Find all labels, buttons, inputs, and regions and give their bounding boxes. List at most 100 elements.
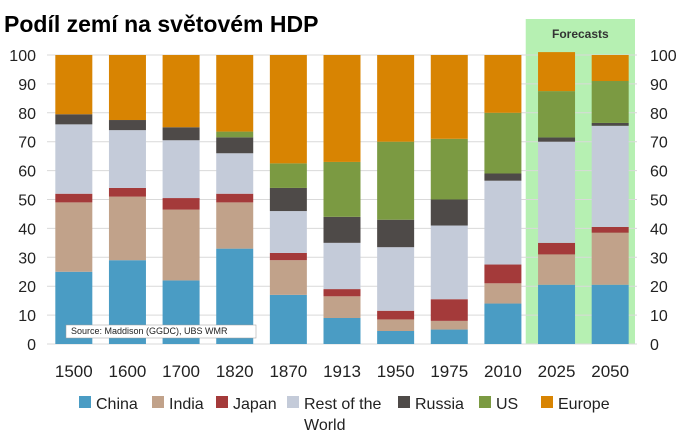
bar-india-1870	[269, 260, 307, 295]
bar-china-2050	[591, 284, 629, 344]
x-tick-label: 2010	[484, 362, 522, 381]
x-tick-label: 1870	[269, 362, 307, 381]
legend: China India Japan Rest of the World Russia US E…	[79, 396, 610, 434]
bar-russia-2025	[538, 137, 576, 142]
bar-rest-of-the-world-1950	[377, 247, 415, 311]
bar-europe-1870	[269, 55, 307, 164]
bar-china-1975	[430, 329, 468, 344]
bar-rest-of-the-world-1975	[430, 225, 468, 300]
bar-japan-2010	[484, 264, 522, 284]
bar-europe-1820	[216, 55, 254, 132]
right-tick-label: 90	[650, 77, 668, 94]
bar-us-1913	[323, 161, 361, 217]
bar-russia-1913	[323, 216, 361, 243]
legend-label-russia: Russia	[415, 396, 464, 413]
source-note-text: Source: Maddison (GGDC), UBS WMR	[71, 326, 228, 336]
legend-swatch-china	[79, 396, 91, 408]
bar-india-1700	[162, 209, 200, 281]
right-tick-label: 40	[650, 221, 668, 238]
x-tick-label: 1975	[430, 362, 468, 381]
right-tick-label: 100	[650, 48, 677, 65]
bar-russia-2010	[484, 173, 522, 181]
source-note-box	[65, 324, 257, 339]
right-tick-label: 80	[650, 106, 668, 123]
bar-rest-of-the-world-1700	[162, 140, 200, 199]
chart-title: Podíl zemí na světovém HDP	[4, 11, 318, 37]
legend-label-europe: Europe	[558, 396, 610, 413]
x-axis: 1500 1600 1700 1820 1870 1913 1950 1975 2010 2025…	[55, 362, 629, 381]
bar-japan-1975	[430, 299, 468, 321]
right-tick-label: 30	[650, 250, 668, 267]
legend-label-rest-of-the-world: World	[304, 417, 346, 434]
bar-rest-of-the-world-1870	[269, 211, 307, 253]
bar-rest-of-the-world-2050	[591, 125, 629, 227]
bar-russia-2050	[591, 122, 629, 126]
bar-japan-1820	[216, 193, 254, 203]
x-tick-label: 1500	[55, 362, 93, 381]
left-tick-label: 80	[18, 106, 36, 123]
left-tick-label: 40	[18, 221, 36, 238]
bar-india-1950	[377, 319, 415, 331]
bar-rest-of-the-world-1820	[216, 153, 254, 194]
legend-label-india: India	[169, 396, 204, 413]
legend-swatch-russia	[398, 396, 410, 408]
bar-india-1913	[323, 296, 361, 318]
bar-china-2025	[538, 284, 576, 344]
bar-russia-1700	[162, 127, 200, 141]
bar-japan-2050	[591, 226, 629, 233]
bar-us-2010	[484, 112, 522, 174]
right-tick-label: 70	[650, 135, 668, 152]
left-tick-label: 50	[18, 193, 36, 210]
bar-china-1870	[269, 294, 307, 344]
bar-europe-2050	[591, 55, 629, 82]
bar-india-2050	[591, 232, 629, 285]
bar-europe-1913	[323, 55, 361, 162]
source-note: Source: Maddison (GGDC), UBS WMR	[65, 324, 257, 339]
bar-rest-of-the-world-1600	[108, 130, 146, 188]
bar-india-1600	[108, 196, 146, 261]
bar-europe-1700	[162, 55, 200, 128]
left-y-axis: 0 10 20 30 40 50 60 70 80 90 100	[9, 48, 36, 354]
bar-japan-2025	[538, 242, 576, 255]
bar-japan-1600	[108, 187, 146, 197]
bar-japan-1500	[55, 193, 93, 203]
x-tick-label: 2050	[591, 362, 629, 381]
bar-india-1975	[430, 320, 468, 330]
left-tick-label: 30	[18, 250, 36, 267]
right-tick-label: 50	[650, 193, 668, 210]
legend-label-rest-of-the-world: Rest of the	[304, 396, 381, 413]
left-tick-label: 60	[18, 164, 36, 181]
x-tick-label: 1600	[109, 362, 147, 381]
bar-india-1500	[55, 202, 93, 272]
bar-us-1820	[216, 131, 254, 138]
legend-label-japan: Japan	[233, 396, 277, 413]
bar-china-2010	[484, 303, 522, 344]
x-tick-label: 1913	[323, 362, 361, 381]
legend-swatch-rest-of-the-world	[287, 396, 299, 408]
bar-us-1950	[377, 141, 415, 220]
bar-china-1950	[377, 330, 415, 344]
right-tick-label: 60	[650, 164, 668, 181]
legend-swatch-india	[152, 396, 164, 408]
left-tick-label: 10	[18, 308, 36, 325]
x-tick-label: 2025	[538, 362, 576, 381]
bar-russia-1600	[108, 120, 146, 131]
bar-europe-1950	[377, 55, 415, 142]
bar-europe-1600	[108, 55, 146, 121]
bar-rest-of-the-world-1913	[323, 242, 361, 290]
bar-us-1870	[269, 163, 307, 188]
right-tick-label: 0	[650, 337, 659, 354]
bar-us-2050	[591, 81, 629, 123]
bar-japan-1870	[269, 252, 307, 261]
legend-label-us: US	[496, 396, 518, 413]
right-tick-label: 10	[650, 308, 668, 325]
bar-rest-of-the-world-1500	[55, 124, 93, 194]
right-tick-label: 20	[650, 279, 668, 296]
bar-india-2010	[484, 283, 522, 304]
bar-russia-1870	[269, 187, 307, 212]
bar-rest-of-the-world-2010	[484, 180, 522, 265]
legend-label-china: China	[96, 396, 138, 413]
bar-us-2025	[538, 91, 576, 138]
